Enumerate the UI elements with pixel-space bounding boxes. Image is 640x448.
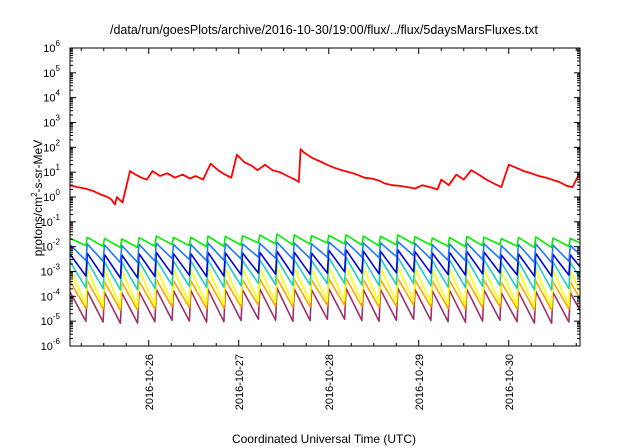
- y-tick-base: 10: [43, 43, 55, 55]
- y-tick-exponent: 1: [56, 163, 61, 172]
- y-tick-label: 10-2: [41, 238, 61, 254]
- y-tick-base: 10: [41, 341, 53, 353]
- y-tick-exponent: 3: [56, 114, 61, 123]
- y-tick-exponent: -5: [53, 312, 61, 321]
- y-tick-label: 101: [43, 163, 60, 179]
- x-axis-label: Coordinated Universal Time (UTC): [232, 432, 416, 446]
- y-tick-base: 10: [43, 167, 55, 179]
- y-tick-base: 10: [41, 217, 53, 229]
- series-line-1: [70, 233, 580, 249]
- y-tick-label: 104: [43, 89, 60, 105]
- y-tick-label: 10-1: [41, 213, 61, 229]
- y-tick-label: 106: [43, 39, 60, 55]
- y-tick-label: 10-6: [41, 337, 61, 353]
- chart-title: /data/run/goesPlots/archive/2016-10-30/1…: [110, 23, 539, 37]
- series-line-3: [70, 249, 580, 279]
- y-tick-label: 10-3: [41, 263, 61, 279]
- y-axis: 10610510410310210110010-110-210-310-410-…: [41, 39, 580, 353]
- y-tick-base: 10: [41, 267, 53, 279]
- x-tick-label: 2016-10-28: [324, 354, 336, 410]
- y-tick-exponent: 0: [56, 188, 61, 197]
- y-tick-base: 10: [43, 192, 55, 204]
- y-tick-exponent: -4: [53, 287, 61, 296]
- y-tick-base: 10: [41, 242, 53, 254]
- x-tick-label: 2016-10-27: [234, 354, 246, 410]
- y-tick-exponent: 6: [56, 39, 61, 48]
- y-axis-label-exponent: 2: [30, 192, 39, 197]
- y-tick-exponent: 5: [56, 64, 61, 73]
- y-tick-label: 100: [43, 188, 60, 204]
- x-tick-label: 2016-10-26: [144, 354, 156, 410]
- y-tick-exponent: -2: [53, 238, 61, 247]
- y-tick-base: 10: [41, 316, 53, 328]
- series-line-5: [70, 265, 580, 309]
- y-tick-label: 103: [43, 114, 60, 130]
- series-line-0: [70, 148, 580, 206]
- y-tick-exponent: -6: [53, 337, 61, 346]
- y-axis-label-main: protons/cm: [31, 197, 45, 256]
- y-tick-exponent: 2: [56, 138, 61, 147]
- y-axis-label: protons/cm2-s-sr-MeV: [30, 140, 45, 256]
- y-tick-base: 10: [43, 118, 55, 130]
- y-tick-base: 10: [43, 93, 55, 105]
- y-tick-base: 10: [41, 291, 53, 303]
- series-line-7: [70, 287, 580, 325]
- y-axis-label-tail: -s-sr-MeV: [31, 140, 45, 193]
- y-tick-base: 10: [43, 68, 55, 80]
- series-layer: [70, 148, 580, 325]
- y-tick-label: 10-4: [41, 287, 61, 303]
- y-tick-exponent: -1: [53, 213, 61, 222]
- series-line-2: [70, 240, 580, 264]
- series-line-4: [70, 256, 580, 291]
- y-tick-label: 105: [43, 64, 60, 80]
- y-tick-base: 10: [43, 142, 55, 154]
- y-tick-label: 10-5: [41, 312, 61, 328]
- y-tick-label: 102: [43, 138, 60, 154]
- x-tick-label: 2016-10-29: [414, 354, 426, 410]
- y-tick-exponent: -3: [53, 263, 61, 272]
- x-tick-label: 2016-10-30: [504, 354, 516, 410]
- y-tick-exponent: 4: [56, 89, 61, 98]
- series-line-6: [70, 277, 580, 312]
- x-axis: 2016-10-26 2016-10-27 2016-10-28 2016-10-29…: [80, 48, 577, 410]
